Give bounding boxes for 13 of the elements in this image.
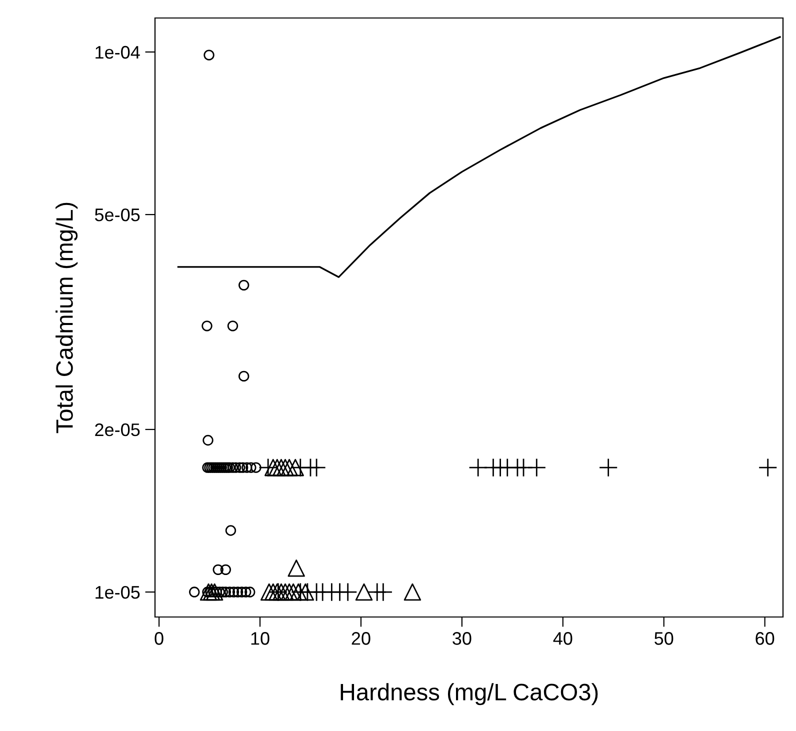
x-tick-label: 40 (553, 632, 572, 645)
y-axis-title: Total Cadmium (mg/L) (56, 202, 78, 434)
x-tick-label: 10 (251, 632, 270, 645)
x-tick-label: 20 (352, 632, 370, 645)
x-tick-label: 50 (654, 632, 674, 645)
y-tick-label: 5e-05 (94, 208, 140, 222)
x-tick-label: 60 (756, 632, 774, 645)
y-tick-label: 1e-05 (96, 586, 140, 599)
x-tick-label: 0 (154, 632, 164, 645)
x-tick-label: 30 (452, 632, 472, 645)
y-tick-label: 1e-04 (96, 46, 140, 59)
y-tick-label: 2e-05 (95, 423, 140, 436)
x-axis-title: Hardness (mg/L CaCO3) (340, 683, 598, 706)
